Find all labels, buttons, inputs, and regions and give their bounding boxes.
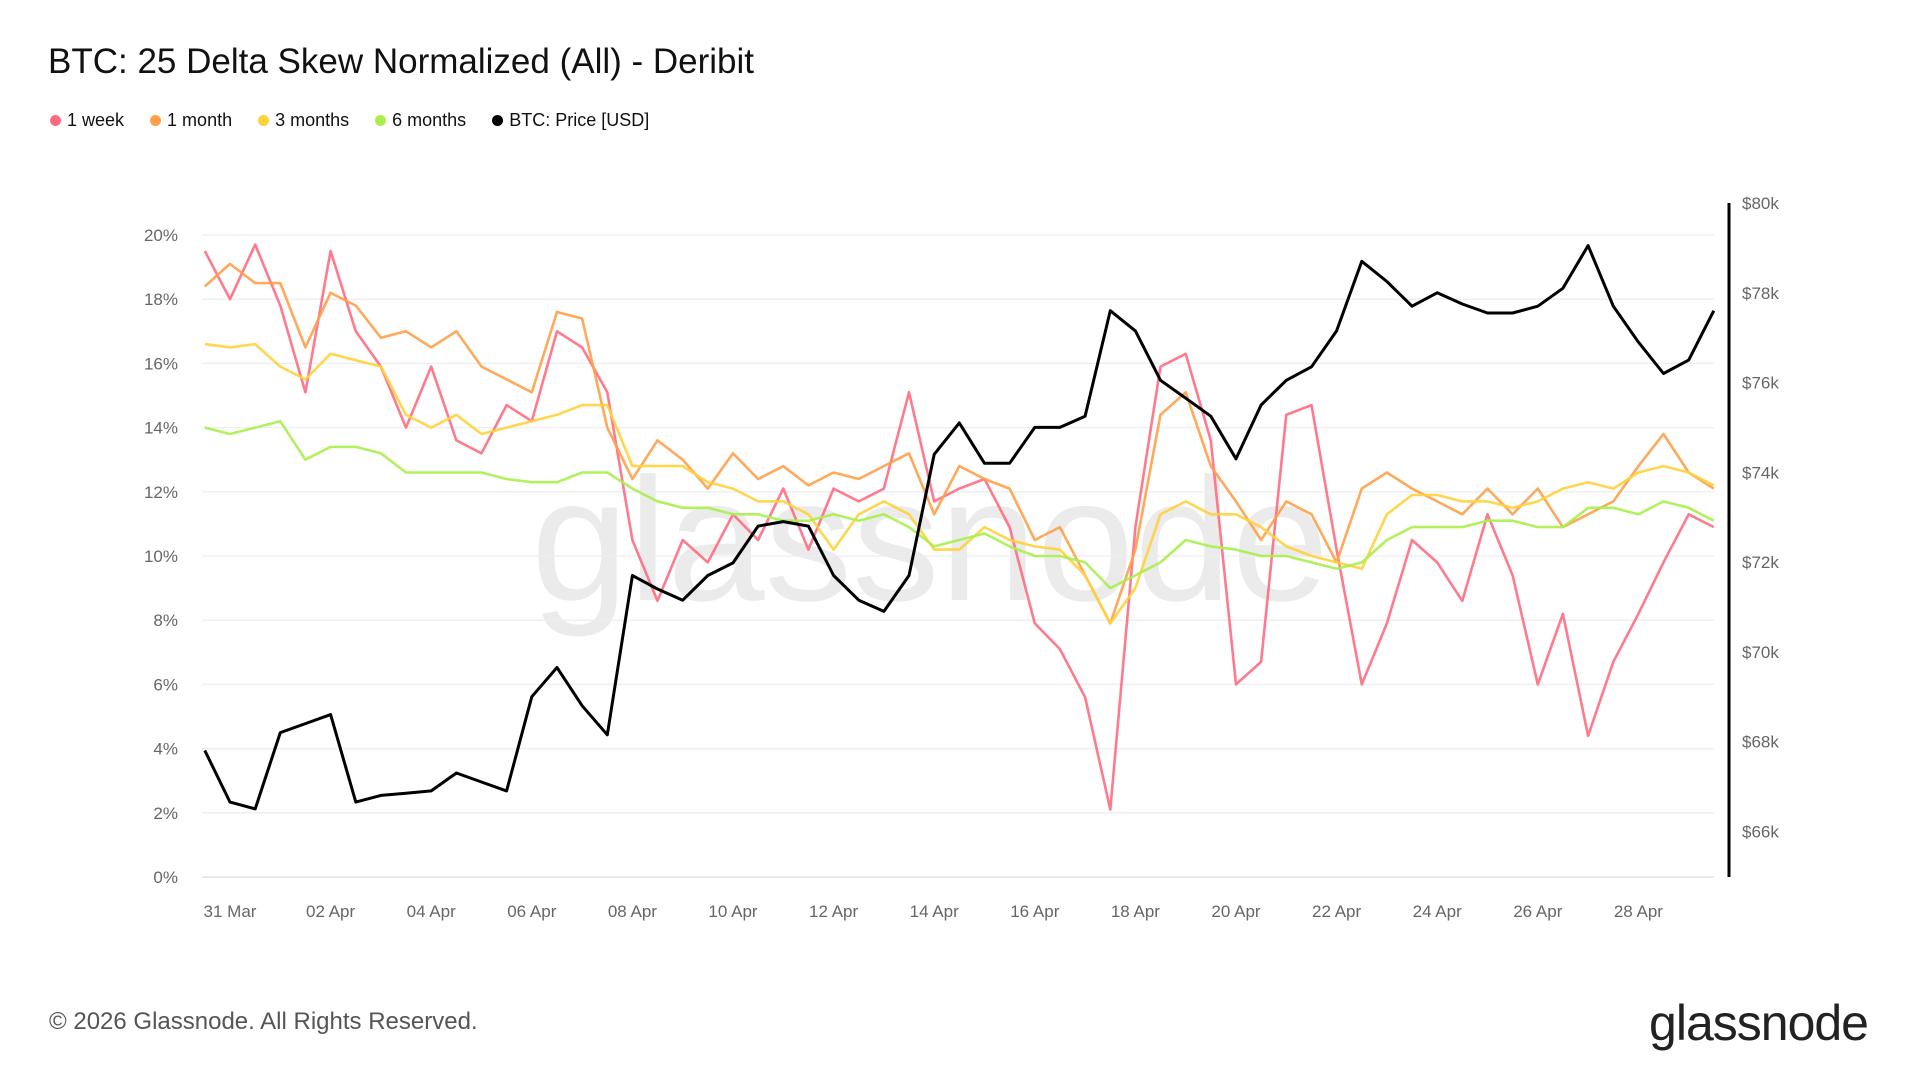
legend-item-btc-price[interactable]: BTC: Price [USD] <box>492 110 649 131</box>
x-tick-label: 20 Apr <box>1211 902 1260 921</box>
y-right-tick-label: $76k <box>1742 374 1779 393</box>
x-tick-label: 16 Apr <box>1010 902 1059 921</box>
legend-item-1-week[interactable]: 1 week <box>50 110 124 131</box>
y-right-tick-label: $68k <box>1742 733 1779 752</box>
x-tick-label: 14 Apr <box>910 902 959 921</box>
series-line-1-week <box>203 243 1715 811</box>
legend-label: 1 month <box>167 110 233 130</box>
x-tick-label: 28 Apr <box>1614 902 1663 921</box>
y-right-tick-label: $70k <box>1742 643 1779 662</box>
y-left-tick-label: 6% <box>153 675 178 694</box>
x-tick-label: 22 Apr <box>1312 902 1361 921</box>
legend-item-6-months[interactable]: 6 months <box>375 110 466 131</box>
y-left-tick-label: 12% <box>144 483 178 502</box>
y-left-tick-label: 2% <box>153 804 178 823</box>
chart-title: BTC: 25 Delta Skew Normalized (All) - De… <box>48 42 755 81</box>
legend-dot-icon <box>150 115 162 126</box>
series-line-6-months <box>204 419 1715 590</box>
legend-dot-icon <box>258 115 270 126</box>
y-left-tick-label: 20% <box>144 226 178 245</box>
x-tick-label: 12 Apr <box>809 902 858 921</box>
y-left-tick-label: 4% <box>153 740 178 759</box>
y-right-tick-label: $80k <box>1742 194 1779 213</box>
series-line-1-month <box>203 262 1715 625</box>
x-tick-label: 18 Apr <box>1111 902 1160 921</box>
y-right-tick-label: $74k <box>1742 463 1779 482</box>
y-left-tick-label: 16% <box>144 354 178 373</box>
x-tick-label: 26 Apr <box>1513 902 1562 921</box>
y-left-tick-label: 14% <box>144 419 178 438</box>
legend-dot-icon <box>375 115 387 126</box>
legend: 1 week 1 month 3 months 6 months BTC: Pr… <box>50 110 649 131</box>
x-tick-label: 08 Apr <box>608 902 657 921</box>
y-left-tick-label: 10% <box>144 547 178 566</box>
y-left-tick-label: 18% <box>144 290 178 309</box>
legend-item-1-month[interactable]: 1 month <box>150 110 232 131</box>
series-line-3-months <box>204 342 1715 625</box>
legend-label: BTC: Price [USD] <box>509 110 650 130</box>
y-left-tick-label: 0% <box>153 868 178 887</box>
legend-dot-icon <box>50 115 61 126</box>
legend-label: 3 months <box>275 110 350 130</box>
y-right-tick-label: $72k <box>1742 553 1779 572</box>
y-right-tick-label: $66k <box>1742 822 1779 841</box>
x-tick-label: 02 Apr <box>306 902 355 921</box>
y-right-tick-label: $78k <box>1742 284 1779 303</box>
legend-label: 1 week <box>67 110 125 130</box>
glassnode-logo: glassnode <box>1649 995 1869 1051</box>
copyright-text: © 2026 Glassnode. All Rights Reserved. <box>49 1008 478 1035</box>
y-left-tick-label: 8% <box>153 611 178 630</box>
legend-dot-icon <box>492 115 504 126</box>
x-tick-label: 06 Apr <box>507 902 556 921</box>
x-tick-label: 04 Apr <box>407 902 456 921</box>
legend-item-3-months[interactable]: 3 months <box>258 110 349 131</box>
series-line-btc-price-usd <box>203 244 1716 811</box>
legend-label: 6 months <box>392 110 467 130</box>
x-tick-label: 31 Mar <box>204 902 257 921</box>
x-tick-label: 10 Apr <box>708 902 757 921</box>
x-tick-label: 24 Apr <box>1413 902 1462 921</box>
